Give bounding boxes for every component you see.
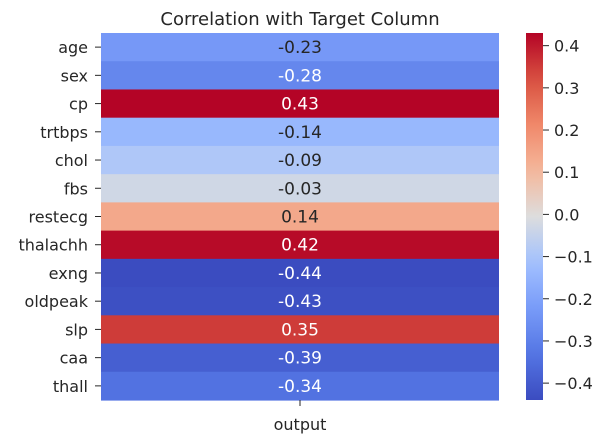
row-label-caa: caa <box>60 349 88 368</box>
column-label-output: output <box>274 415 327 434</box>
colorbar-tick-label: −0.2 <box>554 290 593 309</box>
row-label-exng: exng <box>49 264 88 283</box>
heatmap-cell-chol <box>101 145 499 175</box>
heatmap-cell-fbs <box>101 174 499 203</box>
colorbar-tick-label: 0.4 <box>554 37 579 56</box>
cell-value-label: -0.34 <box>278 377 322 397</box>
row-label-slp: slp <box>65 320 88 339</box>
cell-value-label: -0.09 <box>278 151 322 171</box>
heatmap-cells: -0.23 -0.28 0.43 -0.14 -0.09 -0.03 0.14 0.42 -0.… <box>101 33 499 401</box>
heatmap-cell-restecg <box>101 202 499 232</box>
heatmap-cell-slp <box>101 315 499 345</box>
colorbar-tick-label: 0.2 <box>554 121 579 140</box>
row-labels: age sex cp trtbps chol fbs restecg thalachh exng… <box>18 38 101 396</box>
colorbar-tick-label: 0.3 <box>554 79 579 98</box>
colorbar-tick-label: 0.1 <box>554 163 579 182</box>
row-label-oldpeak: oldpeak <box>25 292 89 311</box>
colorbar-gradient <box>526 33 543 400</box>
row-label-age: age <box>58 38 88 57</box>
cell-value-label: -0.43 <box>278 292 322 312</box>
cell-value-label: -0.44 <box>278 264 322 284</box>
row-label-thalachh: thalachh <box>18 236 88 255</box>
colorbar: 0.4 0.3 0.2 0.1 0.0 −0.1 −0.2 −0.3 −0.4 <box>526 33 593 400</box>
heatmap-cell-caa <box>101 343 499 373</box>
row-label-trtbps: trtbps <box>40 123 88 142</box>
heatmap-cell-thall <box>101 371 499 401</box>
heatmap-cell-exng <box>101 258 499 288</box>
row-label-cp: cp <box>69 95 88 114</box>
colorbar-tick-label: 0.0 <box>554 205 579 224</box>
heatmap-cell-oldpeak <box>101 287 499 316</box>
row-label-sex: sex <box>61 66 88 85</box>
row-label-restecg: restecg <box>29 207 88 226</box>
cell-value-label: -0.14 <box>278 123 322 143</box>
heatmap-cell-age <box>101 33 499 62</box>
cell-value-label: 0.35 <box>281 320 319 340</box>
cell-value-label: 0.43 <box>281 95 319 115</box>
cell-value-label: -0.39 <box>278 349 322 369</box>
cell-value-label: -0.28 <box>278 66 322 86</box>
colorbar-tick-label: −0.3 <box>554 332 593 351</box>
cell-value-label: -0.23 <box>278 38 322 58</box>
cell-value-label: 0.14 <box>281 207 319 227</box>
colorbar-tick-label: −0.1 <box>554 248 593 267</box>
cell-value-label: 0.42 <box>281 236 319 256</box>
heatmap-cell-thalachh <box>101 230 499 260</box>
row-label-thall: thall <box>53 377 88 396</box>
heatmap-cell-cp <box>101 89 499 119</box>
chart-title: Correlation with Target Column <box>160 9 439 30</box>
column-labels: output <box>274 399 327 434</box>
heatmap-cell-sex <box>101 61 499 91</box>
cell-value-label: -0.03 <box>278 179 322 199</box>
heatmap-cell-trtbps <box>101 117 499 147</box>
row-label-fbs: fbs <box>64 179 88 198</box>
colorbar-tick-label: −0.4 <box>554 374 593 393</box>
row-label-chol: chol <box>55 151 88 170</box>
